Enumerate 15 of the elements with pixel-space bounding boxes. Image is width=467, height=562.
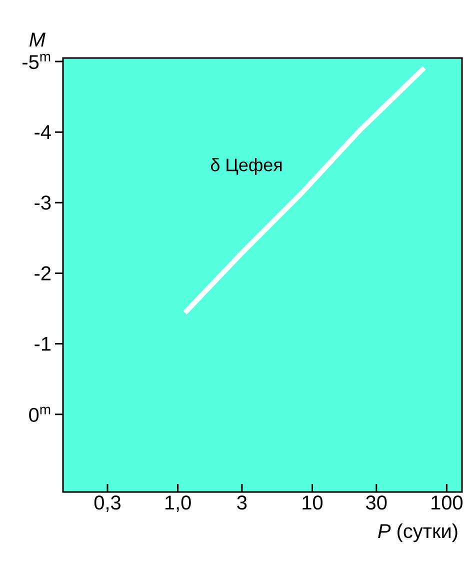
x-tick-label: 100 <box>432 496 463 510</box>
y-tick-label: -3 <box>34 196 51 210</box>
x-tick-label: 10 <box>302 496 323 510</box>
annotation: δ Цефея <box>211 158 282 175</box>
y-tick-label: -2 <box>34 266 51 280</box>
x-tick-label: 1,0 <box>166 496 192 512</box>
y-tick-label: -4 <box>34 125 52 139</box>
x-tick-label: 30 <box>366 496 387 510</box>
x-tick-label: 0,3 <box>94 496 121 512</box>
y-axis-title: M <box>30 32 46 46</box>
y-tick-label: -1 <box>34 336 51 351</box>
y-tick-label: -5$^{m}$ <box>22 54 50 70</box>
x-axis-title: P (сутки) <box>378 524 458 542</box>
y-tick-label: 0$^{m}$ <box>29 406 50 422</box>
x-tick-label: 3 <box>237 496 247 510</box>
